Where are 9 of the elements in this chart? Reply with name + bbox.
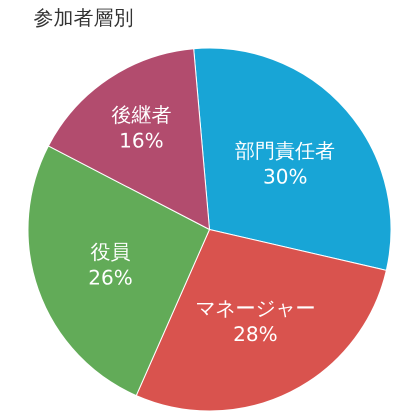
- slice-label: マネージャー: [195, 296, 316, 320]
- chart-title: 参加者層別: [34, 5, 134, 30]
- slice-label: 部門責任者: [235, 138, 336, 163]
- data-label: 16%: [119, 128, 164, 153]
- slice-label: 後継者: [111, 102, 172, 127]
- data-label: 30%: [262, 164, 308, 189]
- data-label: 26%: [88, 265, 133, 290]
- data-label: 28%: [233, 322, 278, 346]
- slice-label: 役員: [90, 239, 130, 264]
